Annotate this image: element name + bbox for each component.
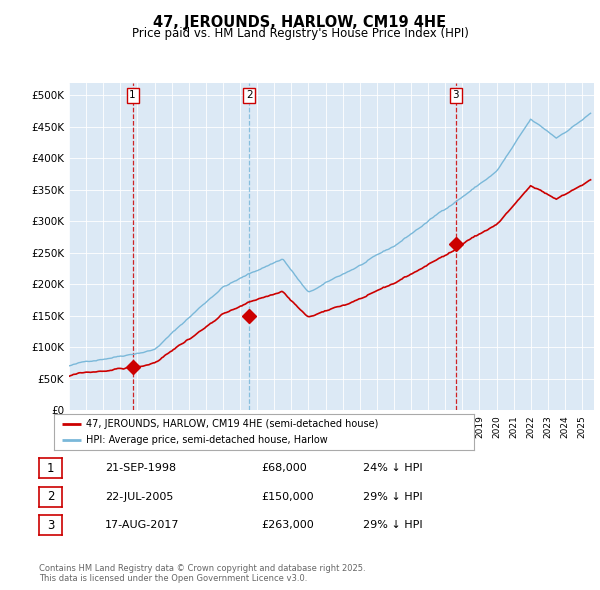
Text: 2: 2 <box>246 90 253 100</box>
Text: 29% ↓ HPI: 29% ↓ HPI <box>363 492 422 502</box>
Text: £263,000: £263,000 <box>261 520 314 530</box>
Text: 47, JEROUNDS, HARLOW, CM19 4HE (semi-detached house): 47, JEROUNDS, HARLOW, CM19 4HE (semi-det… <box>86 419 378 429</box>
Text: 47, JEROUNDS, HARLOW, CM19 4HE: 47, JEROUNDS, HARLOW, CM19 4HE <box>154 15 446 30</box>
Text: £68,000: £68,000 <box>261 464 307 473</box>
Text: 24% ↓ HPI: 24% ↓ HPI <box>363 464 422 473</box>
Text: 2: 2 <box>47 490 54 503</box>
Text: 17-AUG-2017: 17-AUG-2017 <box>105 520 179 530</box>
Text: 22-JUL-2005: 22-JUL-2005 <box>105 492 173 502</box>
Text: 1: 1 <box>47 462 54 475</box>
Text: 3: 3 <box>47 519 54 532</box>
Text: 29% ↓ HPI: 29% ↓ HPI <box>363 520 422 530</box>
Text: HPI: Average price, semi-detached house, Harlow: HPI: Average price, semi-detached house,… <box>86 435 327 445</box>
Text: £150,000: £150,000 <box>261 492 314 502</box>
Text: Price paid vs. HM Land Registry's House Price Index (HPI): Price paid vs. HM Land Registry's House … <box>131 27 469 40</box>
Text: 3: 3 <box>452 90 459 100</box>
Text: 1: 1 <box>130 90 136 100</box>
Text: Contains HM Land Registry data © Crown copyright and database right 2025.
This d: Contains HM Land Registry data © Crown c… <box>39 563 365 583</box>
Text: 21-SEP-1998: 21-SEP-1998 <box>105 464 176 473</box>
